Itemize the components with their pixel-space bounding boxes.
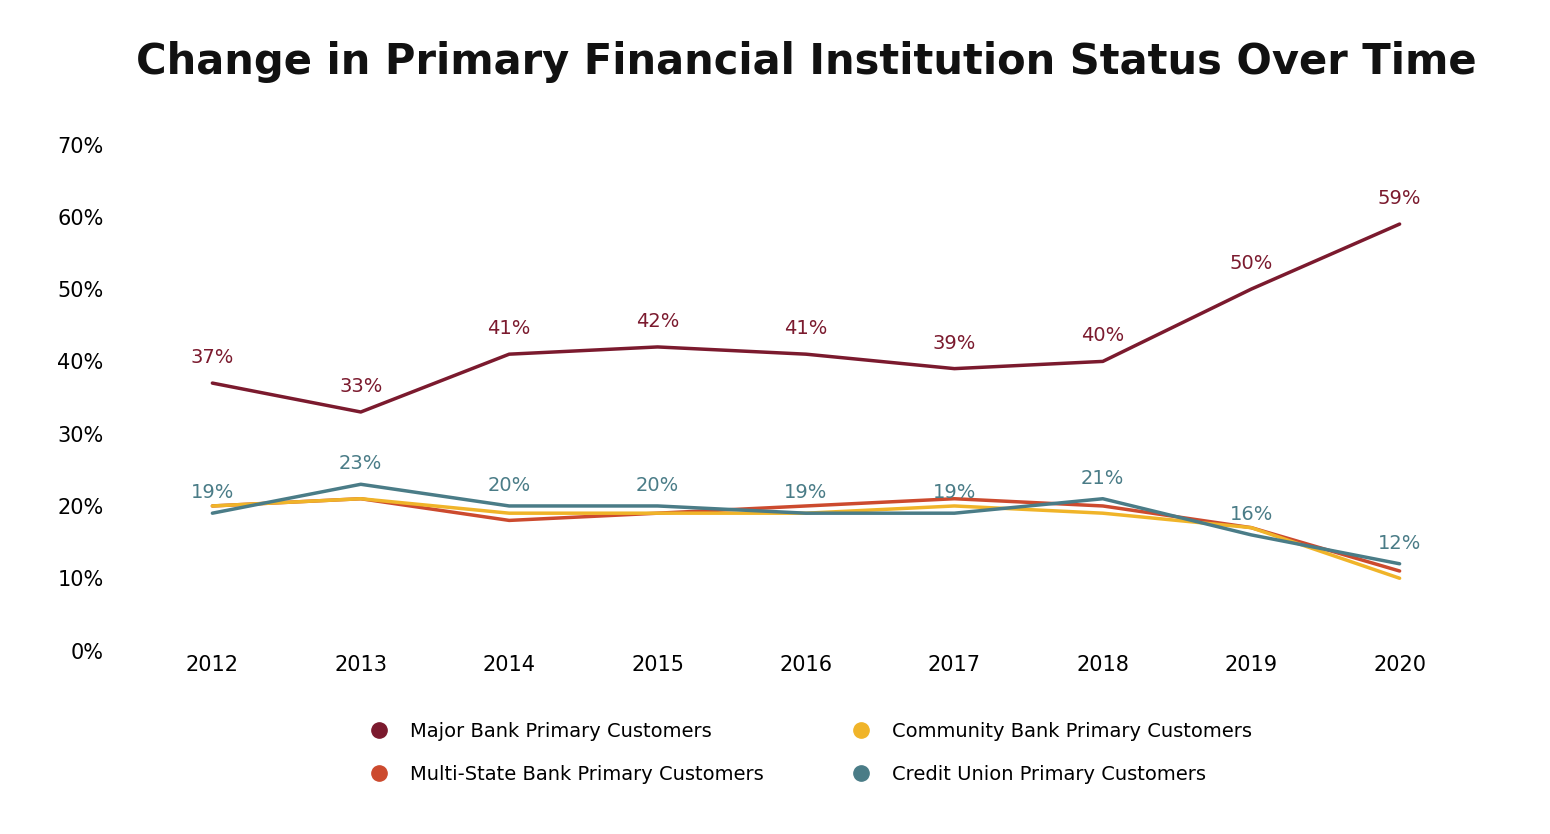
Text: 23%: 23% (339, 455, 383, 474)
Text: 40%: 40% (1082, 326, 1124, 345)
Text: 41%: 41% (784, 319, 828, 339)
Text: 33%: 33% (339, 377, 383, 396)
Text: 20%: 20% (636, 476, 679, 495)
Text: 21%: 21% (1080, 469, 1124, 488)
Text: 42%: 42% (636, 312, 679, 331)
Text: 41%: 41% (488, 319, 532, 339)
Text: 39%: 39% (933, 334, 977, 353)
Text: 50%: 50% (1229, 254, 1273, 274)
Text: 59%: 59% (1378, 189, 1421, 208)
Legend: Major Bank Primary Customers, Multi-State Bank Primary Customers, Community Bank: Major Bank Primary Customers, Multi-Stat… (352, 715, 1260, 791)
Text: 16%: 16% (1229, 505, 1273, 524)
Text: 20%: 20% (488, 476, 530, 495)
Title: Change in Primary Financial Institution Status Over Time: Change in Primary Financial Institution … (136, 41, 1476, 83)
Text: 19%: 19% (191, 484, 234, 502)
Text: 19%: 19% (784, 484, 828, 502)
Text: 37%: 37% (191, 348, 234, 367)
Text: 12%: 12% (1378, 534, 1421, 553)
Text: 19%: 19% (933, 484, 977, 502)
